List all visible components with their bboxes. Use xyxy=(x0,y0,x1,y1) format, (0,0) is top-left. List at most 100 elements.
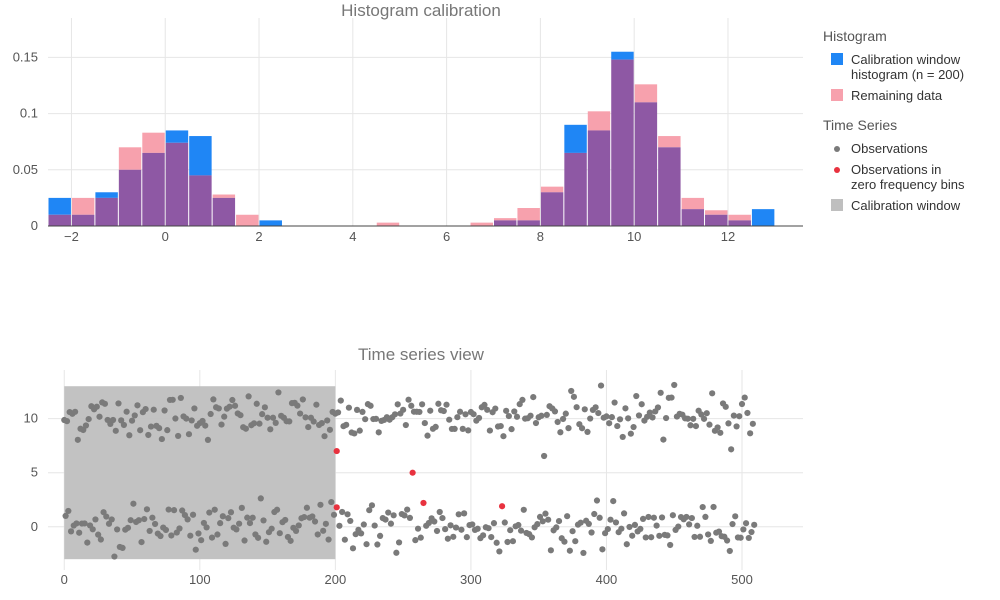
observation-point xyxy=(343,421,350,428)
observation-point xyxy=(692,422,700,430)
observation-point xyxy=(604,525,611,533)
zero-frequency-point xyxy=(420,499,427,507)
observation-point xyxy=(421,419,428,427)
observation-point xyxy=(581,406,588,413)
observation-point xyxy=(287,537,294,544)
observation-point xyxy=(671,381,678,389)
observation-point xyxy=(185,431,193,438)
observation-point xyxy=(309,513,316,520)
observation-point xyxy=(286,418,293,425)
legend-item-remaining-data[interactable]: Remaining data xyxy=(823,88,998,103)
observation-point xyxy=(500,433,507,440)
observation-point xyxy=(751,521,758,528)
observation-point xyxy=(382,516,389,523)
observation-point xyxy=(508,426,515,433)
observation-point xyxy=(555,518,563,525)
observation-point xyxy=(101,400,109,407)
observation-point xyxy=(112,427,119,434)
overlap-bar xyxy=(540,192,564,226)
observation-point xyxy=(134,402,141,409)
overlap-bar xyxy=(587,130,611,226)
histogram-panel: Histogram calibration −2 0 2 4 6 8 10 12 0 0.05 0.… xyxy=(13,1,803,244)
y-tick-label: 10 xyxy=(24,411,38,426)
observation-point xyxy=(481,401,488,408)
observation-point xyxy=(645,513,652,521)
observation-point xyxy=(349,545,357,552)
zero-frequency-point xyxy=(333,447,340,455)
observation-point xyxy=(683,513,690,521)
observation-point xyxy=(108,516,115,523)
observation-point xyxy=(607,516,614,523)
observation-point xyxy=(687,422,694,429)
observation-point xyxy=(597,382,605,389)
observation-point xyxy=(469,521,476,528)
observation-point xyxy=(199,417,206,425)
observation-point xyxy=(210,396,217,403)
x-tick-label: 200 xyxy=(325,572,347,587)
observation-point xyxy=(465,427,472,434)
observation-point xyxy=(517,527,525,534)
observation-point xyxy=(668,394,675,401)
observation-point xyxy=(80,426,87,434)
observation-point xyxy=(705,531,712,538)
observation-point xyxy=(501,519,508,526)
observation-point xyxy=(595,409,602,417)
observation-point xyxy=(320,527,327,534)
y-tick-label: 5 xyxy=(31,465,38,480)
legend-item-observations[interactable]: Observations xyxy=(823,141,998,156)
observation-point xyxy=(218,421,225,428)
observation-point xyxy=(737,534,744,541)
observation-point xyxy=(642,534,649,541)
calibration-bar xyxy=(189,136,212,176)
observation-point xyxy=(141,515,148,523)
legend-group-title: Histogram xyxy=(823,28,887,44)
observation-point xyxy=(667,541,674,549)
observation-point xyxy=(629,532,636,539)
legend-item-calibration-window[interactable]: Calibration window xyxy=(823,198,998,213)
observation-point xyxy=(138,538,145,546)
observation-point xyxy=(119,544,126,551)
observation-point xyxy=(591,510,598,518)
legend-item-zero-frequency[interactable]: Observations in zero frequency bins xyxy=(823,162,998,192)
observation-point xyxy=(728,446,735,453)
observation-point xyxy=(303,504,310,511)
observation-point xyxy=(362,416,369,423)
remaining-bar xyxy=(71,197,95,215)
time-series-panel: Time series view 0 100 200 300 400 500 0 5 10 xyxy=(24,345,803,587)
calibration-window-region xyxy=(64,386,336,560)
observation-point xyxy=(328,498,335,506)
x-tick-label: 10 xyxy=(627,229,641,244)
observation-point xyxy=(74,436,81,443)
overlap-bar xyxy=(212,197,236,226)
observation-point xyxy=(573,404,580,411)
observation-point xyxy=(452,524,460,531)
observation-point xyxy=(120,421,128,429)
observation-point xyxy=(254,534,262,541)
observation-point xyxy=(175,432,182,440)
remaining-bar xyxy=(658,136,681,148)
observation-point xyxy=(726,547,733,555)
observation-point xyxy=(696,533,704,540)
observation-point xyxy=(606,420,613,427)
observation-point xyxy=(390,512,397,519)
observation-point xyxy=(260,517,267,524)
observation-point xyxy=(272,419,279,426)
observation-point xyxy=(92,516,99,523)
observation-point xyxy=(446,416,453,423)
observation-point xyxy=(461,510,468,517)
legend-label-line: Observations in xyxy=(851,162,942,177)
observation-point xyxy=(372,415,380,422)
observation-point xyxy=(203,524,210,531)
overlap-bar xyxy=(658,147,681,226)
observation-point xyxy=(103,513,110,520)
observation-point xyxy=(539,518,546,525)
overlap-bar xyxy=(517,220,540,226)
legend-item-calibration-histogram[interactable]: Calibration window histogram (n = 200) xyxy=(823,52,998,82)
observation-point xyxy=(244,514,251,521)
observation-point xyxy=(451,425,458,433)
observation-point xyxy=(401,512,408,519)
remaining-bar xyxy=(681,197,705,210)
observation-point xyxy=(435,400,442,407)
observation-point xyxy=(538,412,545,419)
observation-point xyxy=(259,411,266,418)
